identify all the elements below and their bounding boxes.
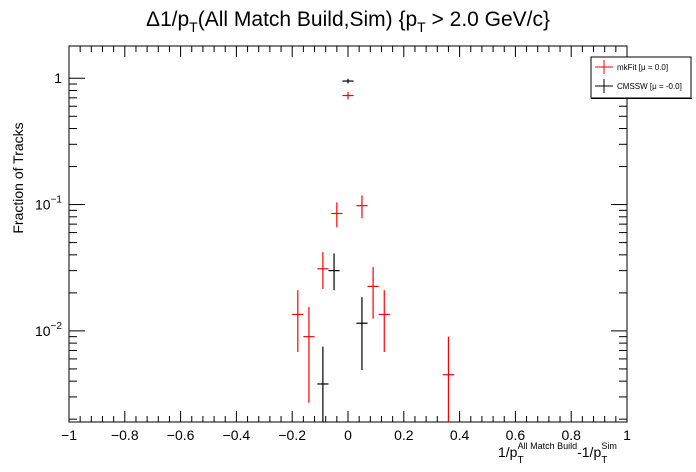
x-tick-label: 0.6 [506, 427, 526, 443]
legend: mkFit [μ = 0.0] CMSSW [μ = -0.0] [590, 56, 692, 99]
y-tick-exp: −2 [51, 321, 63, 332]
legend-label-cmssw: CMSSW [μ = -0.0] [617, 82, 682, 91]
plot-frame [68, 45, 628, 423]
x-tick-label: 1 [623, 427, 631, 443]
x-title-a-sup: All Match Build [518, 441, 578, 451]
x-tick-label: 0.4 [450, 427, 470, 443]
legend-label-mkfit: mkFit [μ = 0.0] [617, 63, 668, 72]
x-tick-label: 0.2 [394, 427, 414, 443]
x-tick-label: −0.8 [111, 427, 139, 443]
data-point-cmssw [317, 346, 329, 422]
x-tick-label: −0.6 [167, 427, 195, 443]
data-point-cmssw [328, 253, 340, 291]
data-point-mkfit [378, 290, 390, 353]
title-part-post: > 2.0 GeV/c} [426, 8, 550, 31]
x-title-a: 1/p [498, 444, 518, 460]
legend-entry-mkfit: mkFit [μ = 0.0] [595, 60, 668, 74]
data-point-mkfit [367, 267, 379, 319]
x-title-a-sub: T [517, 455, 523, 466]
data-point-mkfit [442, 336, 455, 422]
data-point-mkfit [303, 306, 315, 403]
title-sub2: T [417, 19, 426, 35]
y-tick-base: 1 [54, 70, 62, 86]
x-tick-label: 0.8 [561, 427, 581, 443]
title-part-mid: (All Match Build,Sim) {p [198, 8, 417, 31]
legend-shadow [591, 98, 692, 99]
data-point-mkfit [342, 91, 354, 100]
y-tick-base: 10 [35, 323, 51, 339]
data-point-mkfit [331, 202, 343, 228]
data-point-cmssw [356, 297, 368, 371]
x-title-b-sub: T [601, 455, 607, 466]
y-axis-title: Fraction of Tracks [10, 122, 26, 233]
data-point-mkfit [356, 195, 368, 219]
x-axis-title: 1/pTAll Match Build-1/pTSim [498, 441, 617, 466]
data-point-mkfit [317, 252, 329, 289]
chart-title: Δ1/pT(All Match Build,Sim) {pT > 2.0 GeV… [146, 8, 550, 35]
title-sub1: T [189, 19, 198, 35]
x-tick-label: −0.2 [278, 427, 306, 443]
y-tick-exp: −1 [51, 195, 63, 206]
axes: −1 −0.8 −0.6 −0.4 −0.2 0 0.2 0.4 0.6 0.8 1110−110−… [35, 46, 631, 443]
title-part-pre: Δ1/p [146, 8, 189, 31]
x-title-b-sup: Sim [601, 441, 617, 451]
legend-entry-cmssw: CMSSW [μ = -0.0] [595, 79, 682, 93]
y-tick-base: 10 [35, 197, 51, 213]
y-tick-label: 10−1 [35, 195, 62, 213]
data-point-mkfit [292, 290, 304, 353]
x-tick-label: 0 [344, 427, 352, 443]
x-tick-label: −1 [61, 427, 77, 443]
x-tick-label: −0.4 [223, 427, 251, 443]
y-tick-label: 1 [54, 70, 62, 86]
data-point-cmssw [342, 78, 354, 84]
data-points [292, 78, 455, 422]
x-title-b: -1/p [577, 444, 601, 460]
y-tick-label: 10−2 [35, 321, 62, 339]
